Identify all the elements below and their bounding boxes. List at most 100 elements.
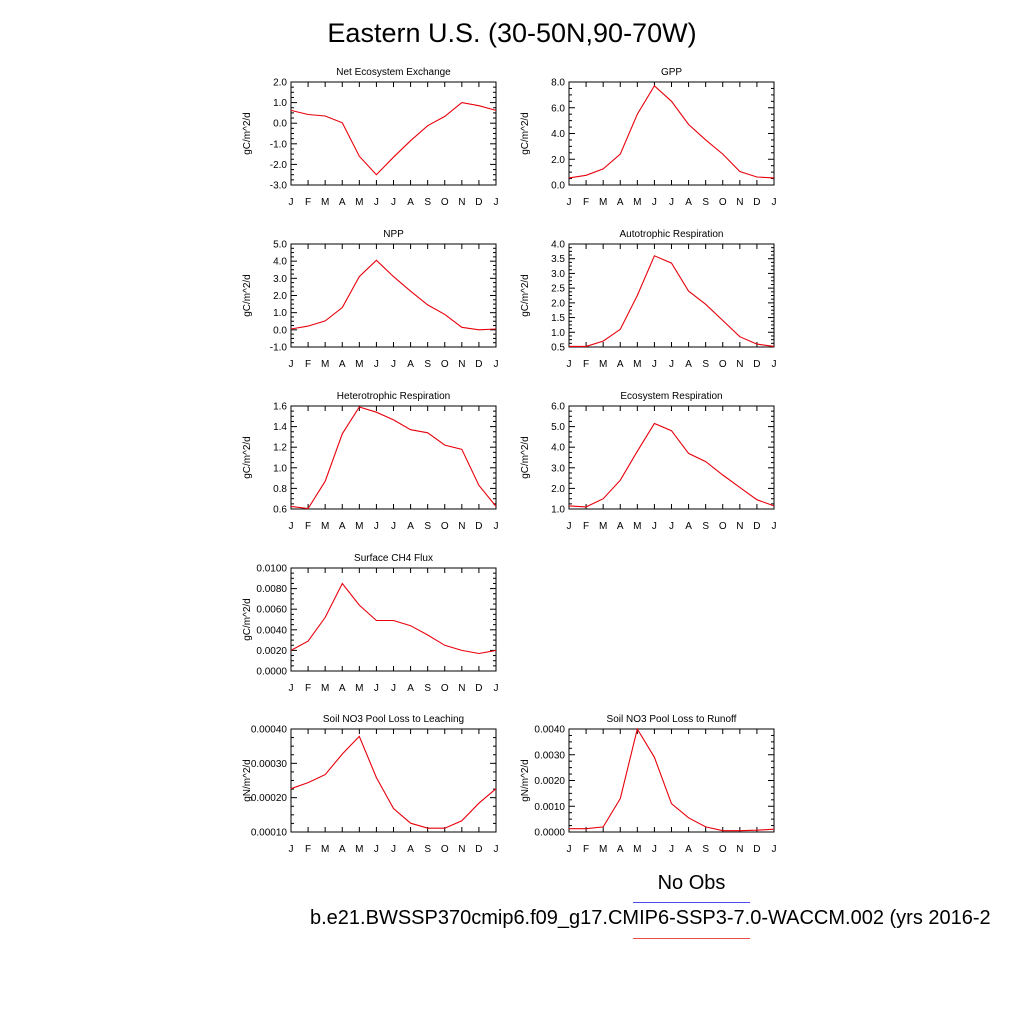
x-tick-label: J: [652, 359, 657, 370]
y-tick-label: 4.0: [551, 443, 565, 454]
x-tick-label: S: [702, 844, 709, 855]
x-tick-label: O: [719, 359, 727, 370]
x-tick-label: A: [617, 521, 624, 532]
x-tick-label: J: [391, 683, 396, 694]
x-tick-label: M: [599, 521, 607, 532]
x-tick-label: A: [407, 521, 414, 532]
x-tick-label: J: [567, 844, 572, 855]
x-tick-label: J: [567, 197, 572, 208]
y-tick-label: -3.0: [270, 181, 288, 192]
y-tick-label: -1.0: [270, 139, 288, 150]
y-tick-label: 2.0: [551, 298, 565, 309]
x-tick-label: N: [458, 521, 465, 532]
y-axis-label: gC/m^2/d: [242, 112, 253, 155]
x-tick-label: D: [753, 844, 760, 855]
x-tick-label: J: [652, 844, 657, 855]
series-line: [290, 259, 497, 331]
series-line: [290, 582, 497, 655]
x-tick-label: J: [772, 521, 777, 532]
panel-title: Heterotrophic Respiration: [337, 391, 450, 402]
x-tick-label: F: [305, 844, 311, 855]
x-tick-label: O: [719, 197, 727, 208]
plot-frame: [290, 567, 497, 672]
y-tick-label: 1.0: [273, 463, 287, 474]
x-tick-label: J: [289, 844, 294, 855]
x-tick-label: S: [424, 359, 431, 370]
x-tick-label: A: [685, 197, 692, 208]
x-tick-label: N: [736, 359, 743, 370]
x-tick-label: J: [289, 521, 294, 532]
x-tick-label: J: [391, 844, 396, 855]
series-line: [569, 727, 775, 832]
y-tick-label: 4.0: [551, 240, 565, 251]
legend-obs-line: [633, 902, 750, 903]
y-tick-label: 1.0: [273, 308, 287, 319]
x-tick-label: D: [475, 521, 482, 532]
x-tick-label: S: [424, 844, 431, 855]
y-tick-label: 2.0: [273, 291, 287, 302]
x-tick-label: J: [652, 521, 657, 532]
x-tick-label: A: [339, 844, 346, 855]
x-tick-label: J: [374, 359, 379, 370]
series-line: [568, 85, 775, 179]
x-tick-label: J: [374, 197, 379, 208]
x-tick-label: J: [391, 197, 396, 208]
x-tick-label: A: [685, 844, 692, 855]
x-tick-label: S: [702, 197, 709, 208]
y-tick-label: 0.00040: [251, 725, 288, 736]
x-tick-label: D: [475, 197, 482, 208]
y-axis-label: gC/m^2/d: [242, 436, 253, 479]
plot-frame: [290, 243, 497, 348]
y-tick-label: 0.0000: [534, 828, 565, 839]
x-tick-label: F: [583, 197, 589, 208]
x-tick-label: A: [407, 359, 414, 370]
x-tick-label: M: [321, 844, 329, 855]
x-tick-label: A: [339, 197, 346, 208]
y-tick-label: 1.4: [273, 422, 287, 433]
y-tick-label: 0.0: [273, 325, 287, 336]
x-tick-label: J: [494, 683, 499, 694]
figure-title: Eastern U.S. (30-50N,90-70W): [327, 18, 697, 48]
x-tick-label: M: [321, 359, 329, 370]
x-tick-label: D: [475, 359, 482, 370]
y-axis-label: gC/m^2/d: [520, 436, 531, 479]
x-tick-label: J: [669, 844, 674, 855]
x-tick-label: J: [289, 683, 294, 694]
y-tick-label: 2.5: [551, 284, 565, 295]
panel-title: Autotrophic Respiration: [620, 229, 724, 240]
legend-case-label: b.e21.BWSSP370cmip6.f09_g17.CMIP6-SSP3-7…: [310, 907, 991, 929]
x-tick-label: F: [583, 521, 589, 532]
x-tick-label: S: [702, 521, 709, 532]
x-tick-label: J: [567, 521, 572, 532]
x-tick-label: J: [494, 844, 499, 855]
y-tick-label: 0.0000: [256, 667, 287, 678]
x-tick-label: A: [407, 683, 414, 694]
y-axis-label: gN/m^2/d: [242, 759, 253, 802]
x-tick-label: A: [685, 521, 692, 532]
x-tick-label: D: [753, 521, 760, 532]
series-line: [569, 255, 775, 347]
x-tick-label: J: [391, 359, 396, 370]
x-tick-label: M: [633, 844, 641, 855]
x-tick-label: A: [407, 197, 414, 208]
x-tick-label: F: [305, 683, 311, 694]
y-axis-label: gC/m^2/d: [520, 274, 531, 317]
plot-frame: [568, 81, 775, 186]
y-tick-label: 1.0: [551, 328, 565, 339]
x-tick-label: J: [494, 197, 499, 208]
x-tick-label: J: [567, 359, 572, 370]
x-tick-label: D: [753, 359, 760, 370]
y-tick-label: -2.0: [270, 160, 288, 171]
x-tick-label: J: [391, 521, 396, 532]
series-line: [568, 422, 775, 508]
x-tick-label: A: [339, 683, 346, 694]
x-tick-label: A: [685, 359, 692, 370]
panel-title: Soil NO3 Pool Loss to Leaching: [323, 714, 464, 725]
y-tick-label: 6.0: [551, 103, 565, 114]
